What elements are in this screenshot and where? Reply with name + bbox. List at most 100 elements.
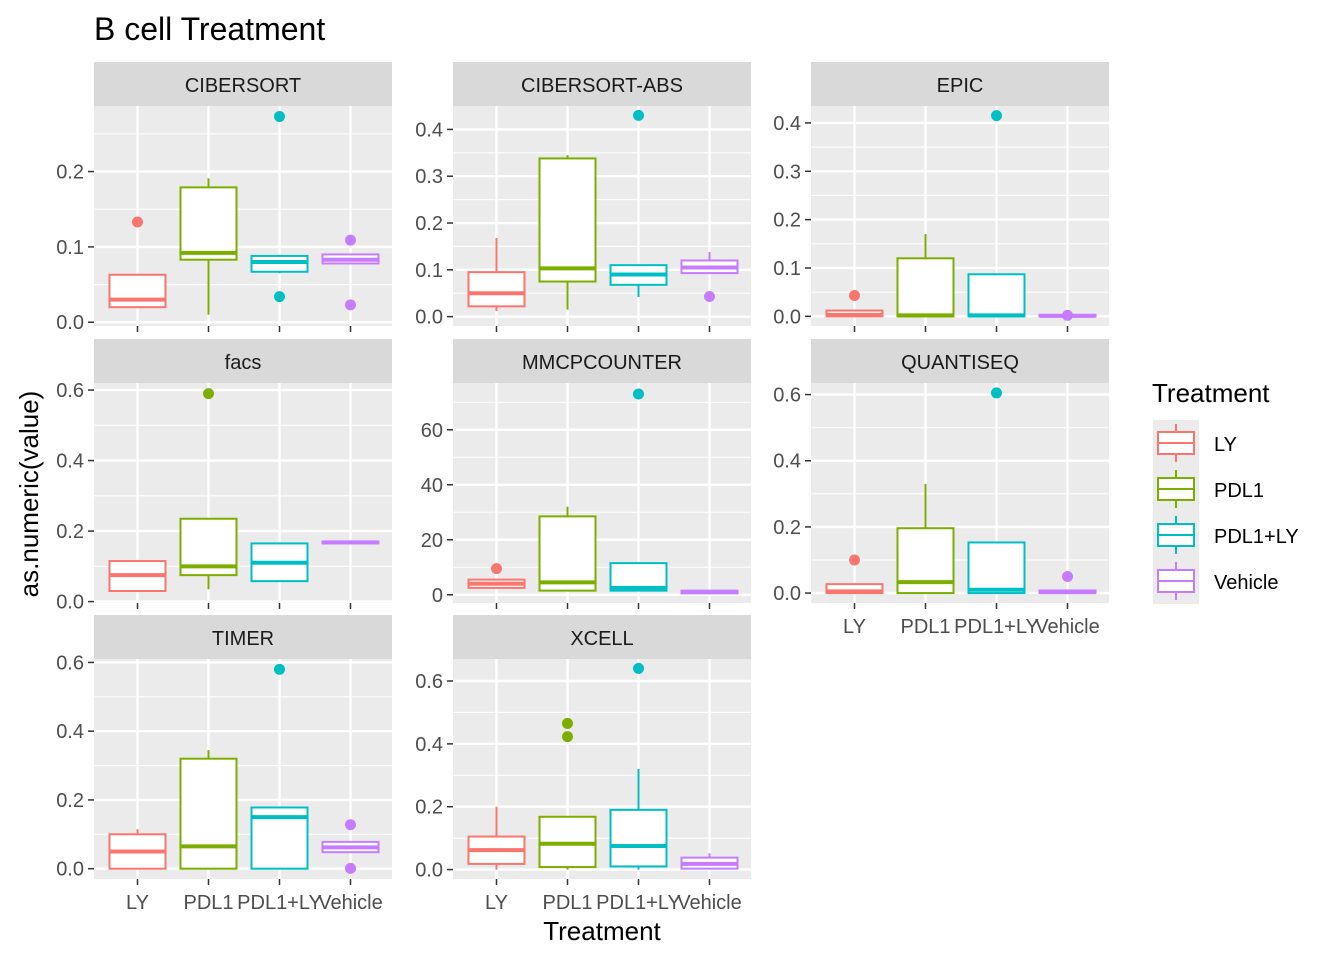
facet-panel: CIBERSORT 0.0 0.1 0.2	[56, 62, 392, 334]
strip-background	[453, 339, 751, 383]
facet-panel: MMCPCOUNTER 0 20 40 60	[421, 339, 751, 609]
x-axis-label: Treatment	[543, 916, 661, 946]
panel-background	[453, 383, 751, 603]
box-rect	[108, 273, 167, 309]
box-vehicle	[680, 252, 739, 303]
box-ly	[467, 238, 526, 312]
y-tick-label: 0.3	[415, 166, 443, 188]
legend-item: LY	[1153, 420, 1237, 466]
outlier-point	[274, 291, 285, 303]
y-tick-label: 0.2	[773, 517, 801, 539]
y-tick-label: 0.6	[56, 652, 84, 674]
y-tick-label: 0.2	[773, 210, 801, 232]
legend-items: LY PDL1 PDL1+LY Vehicle	[1153, 420, 1299, 604]
box-rect	[179, 186, 238, 261]
strip-background	[94, 615, 392, 659]
x-tick-label: PDL1	[542, 892, 592, 914]
strip-label: TIMER	[212, 628, 274, 650]
x-tick-label: PDL1+LY	[237, 892, 322, 914]
chart-title: B cell Treatment	[94, 11, 325, 47]
box-pdl1-plus-ly	[250, 663, 309, 870]
outlier-point	[274, 111, 285, 123]
x-tick-label: PDL1	[900, 616, 950, 638]
strip-background	[94, 339, 392, 383]
outlier-point	[562, 731, 573, 743]
box-rect	[538, 157, 597, 283]
facet-panel: QUANTISEQ 0.0 0.2 0.4 0.6 LY PDL1 PDL1+LYVehicl…	[773, 339, 1109, 638]
y-tick-label: 0.6	[415, 671, 443, 693]
y-tick-label: 60	[421, 420, 443, 442]
outlier-point	[849, 290, 860, 302]
y-axis-label: as.numeric(value)	[14, 391, 44, 598]
box-rect	[967, 273, 1026, 318]
y-tick-label: 0.0	[773, 583, 801, 605]
legend-label: PDL1	[1214, 480, 1264, 502]
outlier-point	[991, 387, 1002, 399]
y-tick-label: 0.2	[415, 797, 443, 819]
box-rect	[967, 541, 1026, 595]
y-tick-label: 0.4	[773, 451, 801, 473]
box-rect	[179, 757, 238, 870]
legend-item: Vehicle	[1153, 558, 1279, 604]
box-ly	[108, 216, 167, 309]
strip-background	[811, 339, 1109, 383]
strip-background	[453, 62, 751, 106]
strip-label: facs	[225, 352, 262, 374]
outlier-point	[345, 299, 356, 311]
y-tick-label: 0	[432, 585, 443, 607]
box-pdl1	[896, 483, 955, 595]
y-tick-label: 40	[421, 475, 443, 497]
box-ly	[108, 829, 167, 870]
facet-panel: facs 0.0 0.2 0.4 0.6	[56, 339, 392, 614]
y-tick-label: 0.4	[415, 119, 443, 141]
strip-background	[453, 615, 751, 659]
box-pdl1	[538, 506, 597, 592]
y-tick-label: 0.2	[56, 521, 84, 543]
legend: Treatment LY PDL1 PDL1+LY Vehicle	[1152, 378, 1299, 604]
y-tick-label: 0.0	[56, 859, 84, 881]
outlier-point	[704, 291, 715, 303]
outlier-point	[345, 862, 356, 874]
legend-label: Vehicle	[1214, 572, 1279, 594]
y-tick-label: 0.0	[56, 312, 84, 334]
y-tick-label: 0.1	[773, 258, 801, 280]
y-tick-label: 0.4	[56, 451, 84, 473]
legend-label: LY	[1214, 434, 1237, 456]
x-tick-label: Vehicle	[1035, 616, 1100, 638]
box-pdl1	[179, 388, 238, 590]
facet-panels: CIBERSORT 0.0 0.1 0.2 CIBERSORT-ABS 0.0 0.1 0.2…	[56, 62, 1109, 914]
box-pdl1	[896, 234, 955, 318]
box-vehicle	[1038, 571, 1097, 595]
box-pdl1-plus-ly	[967, 387, 1026, 595]
box-pdl1	[179, 178, 238, 315]
outlier-point	[274, 663, 285, 675]
y-tick-label: 0.0	[773, 306, 801, 328]
x-tick-label: LY	[843, 616, 866, 638]
box-pdl1-plus-ly	[250, 542, 309, 583]
strip-background	[811, 62, 1109, 106]
y-tick-label: 0.6	[56, 380, 84, 402]
panel-background	[811, 106, 1109, 326]
y-tick-label: 0.1	[415, 260, 443, 282]
outlier-point	[562, 717, 573, 729]
outlier-point	[491, 563, 502, 575]
box-rect	[896, 257, 955, 318]
outlier-point	[1062, 309, 1073, 321]
x-tick-label: PDL1+LY	[596, 892, 681, 914]
outlier-point	[1062, 571, 1073, 583]
outlier-point	[633, 109, 644, 121]
y-tick-label: 0.0	[56, 592, 84, 614]
box-ly	[825, 554, 884, 595]
strip-label: QUANTISEQ	[901, 352, 1019, 374]
panel-background	[811, 383, 1109, 603]
box-vehicle	[680, 589, 739, 595]
box-ly	[825, 290, 884, 318]
legend-label: PDL1+LY	[1214, 526, 1299, 548]
y-tick-label: 0.4	[56, 721, 84, 743]
box-rect	[609, 808, 668, 868]
y-tick-label: 0.0	[415, 307, 443, 329]
y-tick-label: 0.4	[415, 734, 443, 756]
y-tick-label: 0.3	[773, 161, 801, 183]
box-pdl1-plus-ly	[967, 110, 1026, 318]
